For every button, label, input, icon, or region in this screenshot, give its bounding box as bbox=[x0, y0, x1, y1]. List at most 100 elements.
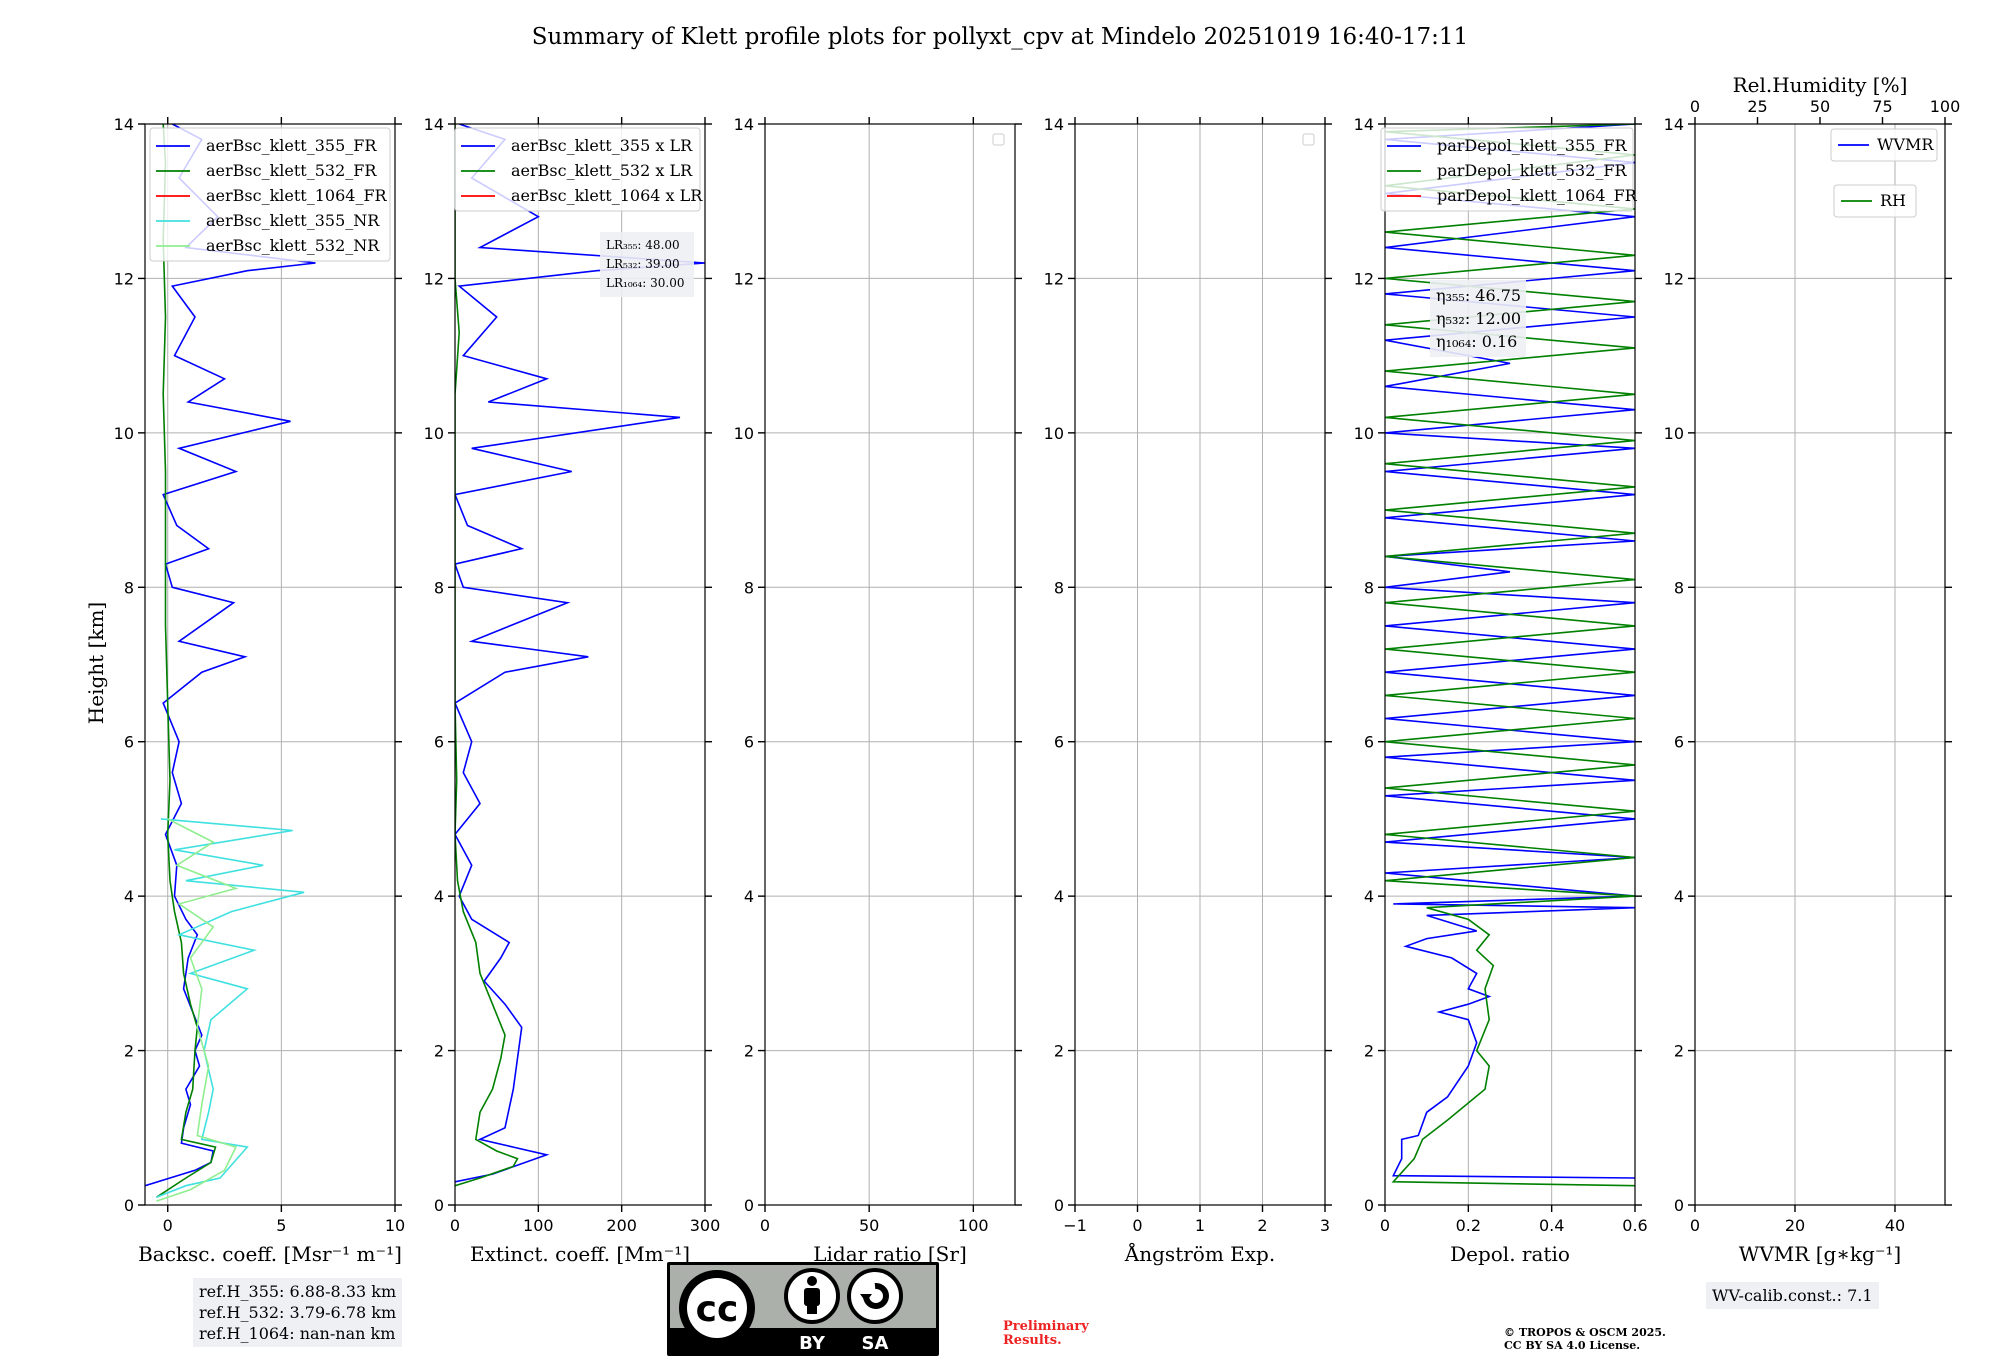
y-tick-label: 14 bbox=[1354, 115, 1374, 134]
figure-title: Summary of Klett profile plots for polly… bbox=[532, 24, 1468, 50]
y-tick-label: 4 bbox=[434, 887, 444, 906]
y-tick-label: 2 bbox=[1364, 1042, 1374, 1061]
series-line-aerBsc_klett_355 x LR bbox=[455, 124, 705, 1183]
y-tick-label: 2 bbox=[434, 1042, 444, 1061]
y-tick-label: 0 bbox=[1054, 1196, 1064, 1215]
y-tick-label: 12 bbox=[424, 269, 444, 288]
annotation-line: η₅₃₂: 12.00 bbox=[1436, 309, 1521, 328]
x-axis-label-angstrom: Ångström Exp. bbox=[1124, 1241, 1275, 1266]
y-tick-label: 0 bbox=[1364, 1196, 1374, 1215]
series-line-aerBsc_klett_355_FR bbox=[145, 124, 316, 1187]
copyright-line-1: © TROPOS & OSCM 2025. bbox=[1504, 1326, 1666, 1339]
x-tick-label: 0 bbox=[1132, 1216, 1142, 1235]
y-tick-label: 6 bbox=[1364, 733, 1374, 752]
y-tick-label: 14 bbox=[424, 115, 444, 134]
y-tick-label: 4 bbox=[1674, 887, 1684, 906]
series-line-parDepol_klett_532_FR bbox=[1385, 124, 1635, 1187]
annotation-line: η₁₀₆₄: 0.16 bbox=[1436, 332, 1517, 351]
y-tick-label: 14 bbox=[1664, 115, 1684, 134]
y-tick-label: 14 bbox=[114, 115, 134, 134]
axes-frame bbox=[144, 123, 396, 1206]
x-tick-label: 0 bbox=[163, 1216, 173, 1235]
legend-label: aerBsc_klett_532_NR bbox=[206, 236, 380, 255]
axes-frame bbox=[454, 123, 706, 1206]
y-tick-label: 8 bbox=[744, 578, 754, 597]
y-tick-label: 6 bbox=[434, 733, 444, 752]
legend-label: aerBsc_klett_532_FR bbox=[206, 161, 377, 180]
secondary-x-tick-label: 0 bbox=[1690, 97, 1700, 116]
secondary-x-tick-label: 100 bbox=[1930, 97, 1961, 116]
x-tick-label: 0 bbox=[1380, 1216, 1390, 1235]
y-tick-label: 10 bbox=[1354, 424, 1374, 443]
secondary-x-tick-label: 50 bbox=[1810, 97, 1830, 116]
y-tick-label: 6 bbox=[124, 733, 134, 752]
legend-label: RH bbox=[1880, 191, 1906, 210]
copyright-note: © TROPOS & OSCM 2025. CC BY SA 4.0 Licen… bbox=[1504, 1326, 1666, 1352]
legend-depol: parDepol_klett_355_FR parDepol_klett_532_… bbox=[1380, 127, 1638, 212]
share-alike-icon bbox=[863, 1282, 889, 1309]
y-tick-label: 6 bbox=[1674, 733, 1684, 752]
y-tick-label: 4 bbox=[1054, 887, 1064, 906]
x-tick-label: 0.4 bbox=[1539, 1216, 1564, 1235]
panel-backscatter: 0 2 4 6 8 10 12 14 0 5 10 Backsc. coeff. [Msr⁻¹ m⁻¹… bbox=[114, 115, 406, 1266]
y-tick-label: 10 bbox=[424, 424, 444, 443]
x-tick-label: 0.2 bbox=[1456, 1216, 1481, 1235]
legend-label: parDepol_klett_532_FR bbox=[1437, 161, 1628, 180]
axes-frame bbox=[764, 123, 1016, 1206]
preliminary-note: Preliminary Results. bbox=[1003, 1320, 1089, 1348]
x-tick-label: 1 bbox=[1195, 1216, 1205, 1235]
x-tick-label: 3 bbox=[1320, 1216, 1330, 1235]
y-tick-label: 12 bbox=[734, 269, 754, 288]
y-tick-label: 8 bbox=[1054, 578, 1064, 597]
panel-wvmr: 0 2 4 6 8 10 12 14 0 20 40 WVMR [g∗kg⁻¹] 0 25 50 75 100 R… bbox=[1664, 73, 1961, 1266]
y-tick-label: 2 bbox=[744, 1042, 754, 1061]
y-tick-label: 6 bbox=[1054, 733, 1064, 752]
preliminary-line-1: Preliminary bbox=[1003, 1319, 1089, 1334]
y-tick-label: 0 bbox=[1674, 1196, 1684, 1215]
preliminary-line-2: Results. bbox=[1003, 1333, 1062, 1348]
panel-depol: 0 2 4 6 8 10 12 14 0 0.2 0.4 0.6 Depol. ratio parDepo… bbox=[1354, 115, 1648, 1266]
legend-label: aerBsc_klett_1064_FR bbox=[206, 186, 388, 205]
y-tick-label: 12 bbox=[114, 269, 134, 288]
y-tick-label: 0 bbox=[434, 1196, 444, 1215]
y-tick-label: 4 bbox=[1364, 887, 1374, 906]
x-axis-label-extinction: Extinct. coeff. [Mm⁻¹] bbox=[470, 1242, 690, 1266]
y-tick-label: 8 bbox=[124, 578, 134, 597]
y-tick-label: 12 bbox=[1664, 269, 1684, 288]
y-tick-label: 4 bbox=[124, 887, 134, 906]
y-tick-label: 14 bbox=[734, 115, 754, 134]
ref-height-1064: ref.H_1064: nan-nan km bbox=[199, 1324, 396, 1343]
x-tick-label: 10 bbox=[385, 1216, 405, 1235]
person-icon bbox=[807, 1276, 817, 1286]
x-tick-label: 100 bbox=[958, 1216, 989, 1235]
x-tick-label: 20 bbox=[1785, 1216, 1805, 1235]
series-line-aerBsc_klett_355_NR bbox=[156, 818, 305, 1199]
x-tick-label: 300 bbox=[690, 1216, 721, 1235]
y-tick-label: 2 bbox=[1054, 1042, 1064, 1061]
series-line-aerBsc_klett_532_FR bbox=[155, 124, 217, 1198]
legend-backscatter: aerBsc_klett_355_FR aerBsc_klett_532_FRae… bbox=[149, 127, 391, 262]
x-tick-label: 200 bbox=[606, 1216, 637, 1235]
annotation-line: η₃₅₅: 46.75 bbox=[1436, 286, 1521, 305]
reference-heights-box: ref.H_355: 6.88-8.33 km ref.H_532: 3.79-… bbox=[193, 1278, 403, 1347]
empty-legend-box bbox=[992, 133, 1005, 146]
legend-label: aerBsc_klett_355_FR bbox=[206, 136, 377, 155]
ref-height-532: ref.H_532: 3.79-6.78 km bbox=[199, 1303, 397, 1322]
y-tick-label: 0 bbox=[124, 1196, 134, 1215]
legend-extinction: aerBsc_klett_355 x LR aerBsc_klett_532 x … bbox=[454, 127, 703, 212]
x-tick-label: 0 bbox=[450, 1216, 460, 1235]
y-tick-label: 8 bbox=[1674, 578, 1684, 597]
y-tick-label: 6 bbox=[744, 733, 754, 752]
cc-by-label: BY bbox=[799, 1333, 826, 1354]
cc-mark: cc bbox=[696, 1289, 739, 1330]
y-axis-label: Height [km] bbox=[84, 602, 108, 724]
annotation-line: LR₃₅₅: 48.00 bbox=[606, 238, 680, 252]
x-tick-label: −1 bbox=[1063, 1216, 1087, 1235]
secondary-x-axis-label: Rel.Humidity [%] bbox=[1733, 73, 1908, 97]
y-tick-label: 12 bbox=[1044, 269, 1064, 288]
x-tick-label: 0.6 bbox=[1622, 1216, 1647, 1235]
axes-frame bbox=[1384, 123, 1636, 1206]
